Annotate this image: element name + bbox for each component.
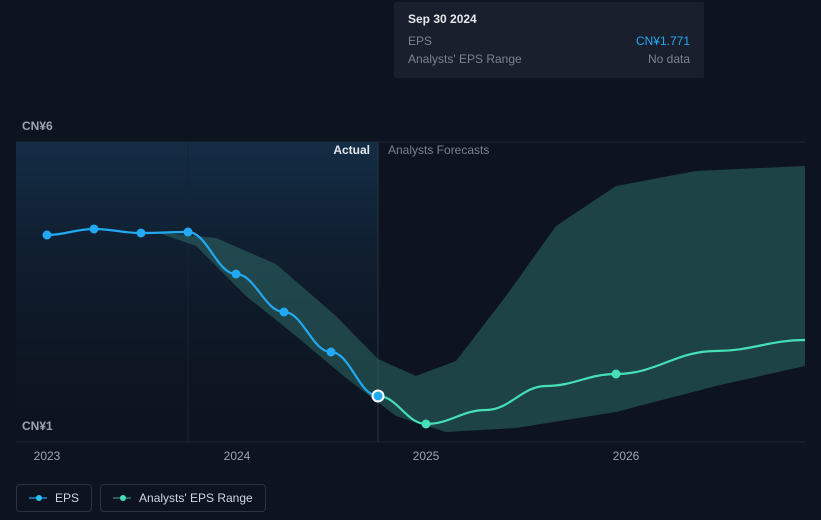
legend-swatch-eps — [29, 495, 47, 501]
chart-legend: EPS Analysts' EPS Range — [16, 484, 266, 512]
svg-text:CN¥1: CN¥1 — [22, 419, 53, 433]
svg-text:2026: 2026 — [613, 449, 640, 463]
legend-item-eps[interactable]: EPS — [16, 484, 92, 512]
tooltip-row: Analysts' EPS Range No data — [408, 50, 690, 68]
svg-text:Analysts Forecasts: Analysts Forecasts — [388, 143, 489, 157]
legend-label: Analysts' EPS Range — [139, 491, 253, 505]
tooltip-row-value: No data — [648, 52, 690, 66]
svg-text:2023: 2023 — [34, 449, 61, 463]
legend-label: EPS — [55, 491, 79, 505]
tooltip-row-label: Analysts' EPS Range — [408, 52, 522, 66]
svg-text:CN¥6: CN¥6 — [22, 119, 53, 133]
svg-text:Actual: Actual — [333, 143, 370, 157]
chart-svg[interactable]: CN¥6 CN¥1 2023 2024 2025 2026 Actual Analysts F… — [16, 16, 805, 476]
legend-item-range[interactable]: Analysts' EPS Range — [100, 484, 266, 512]
chart-tooltip: Sep 30 2024 EPS CN¥1.771 Analysts' EPS Ran… — [394, 2, 704, 78]
legend-swatch-range — [113, 495, 131, 501]
svg-text:2024: 2024 — [224, 449, 251, 463]
tooltip-row-value: CN¥1.771 — [636, 34, 690, 48]
tooltip-row-label: EPS — [408, 34, 432, 48]
eps-chart: CN¥6 CN¥1 2023 2024 2025 2026 Actual Analysts F… — [16, 16, 805, 470]
tooltip-date: Sep 30 2024 — [408, 12, 690, 26]
tooltip-row: EPS CN¥1.771 — [408, 32, 690, 50]
svg-text:2025: 2025 — [413, 449, 440, 463]
